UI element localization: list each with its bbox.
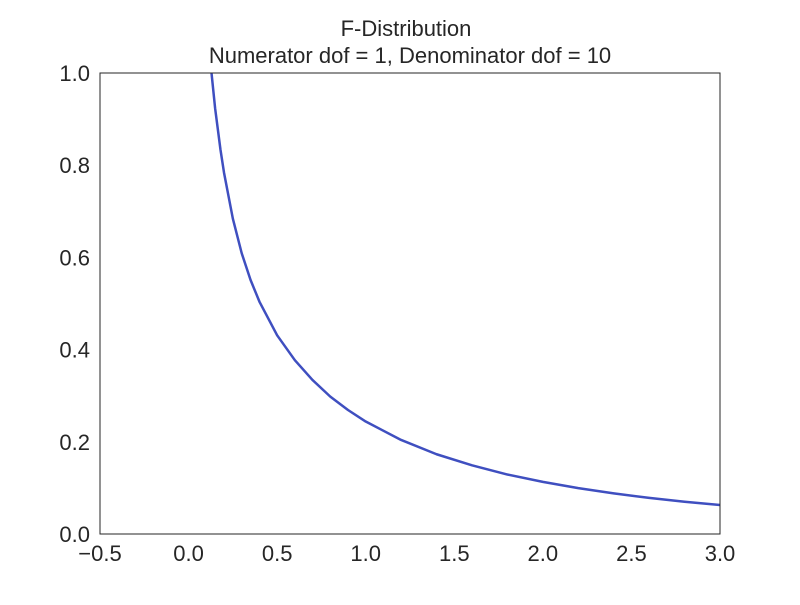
y-tick-label: 1.0 <box>59 61 90 86</box>
series-line-0 <box>210 73 720 507</box>
plot-frame <box>99 72 721 535</box>
x-tick-label: 0.5 <box>262 541 293 566</box>
chart-title: F-Distribution <box>341 16 472 41</box>
x-tick-label: 1.0 <box>350 541 381 566</box>
y-tick-label: 0.8 <box>59 153 90 178</box>
x-tick-label: 1.5 <box>439 541 470 566</box>
x-tick-label: −0.5 <box>78 541 121 566</box>
plot-area <box>99 72 721 535</box>
x-tick-label: 2.0 <box>528 541 559 566</box>
y-tick-label: 0.2 <box>59 430 90 455</box>
y-tick-label: 0.6 <box>59 245 90 270</box>
x-tick-label: 0.0 <box>173 541 204 566</box>
y-tick-label: 0.4 <box>59 338 90 363</box>
y-axis-ticks: 0.0 0.2 0.4 0.6 0.8 1.0 <box>59 61 90 547</box>
y-tick-label: 0.0 <box>59 522 90 547</box>
x-tick-label: 2.5 <box>616 541 647 566</box>
x-tick-label: 3.0 <box>705 541 736 566</box>
x-axis-ticks: −0.5 0.0 0.5 1.0 1.5 2.0 2.5 3.0 <box>78 541 735 566</box>
chart-subtitle: Numerator dof = 1, Denominator dof = 10 <box>209 43 611 68</box>
